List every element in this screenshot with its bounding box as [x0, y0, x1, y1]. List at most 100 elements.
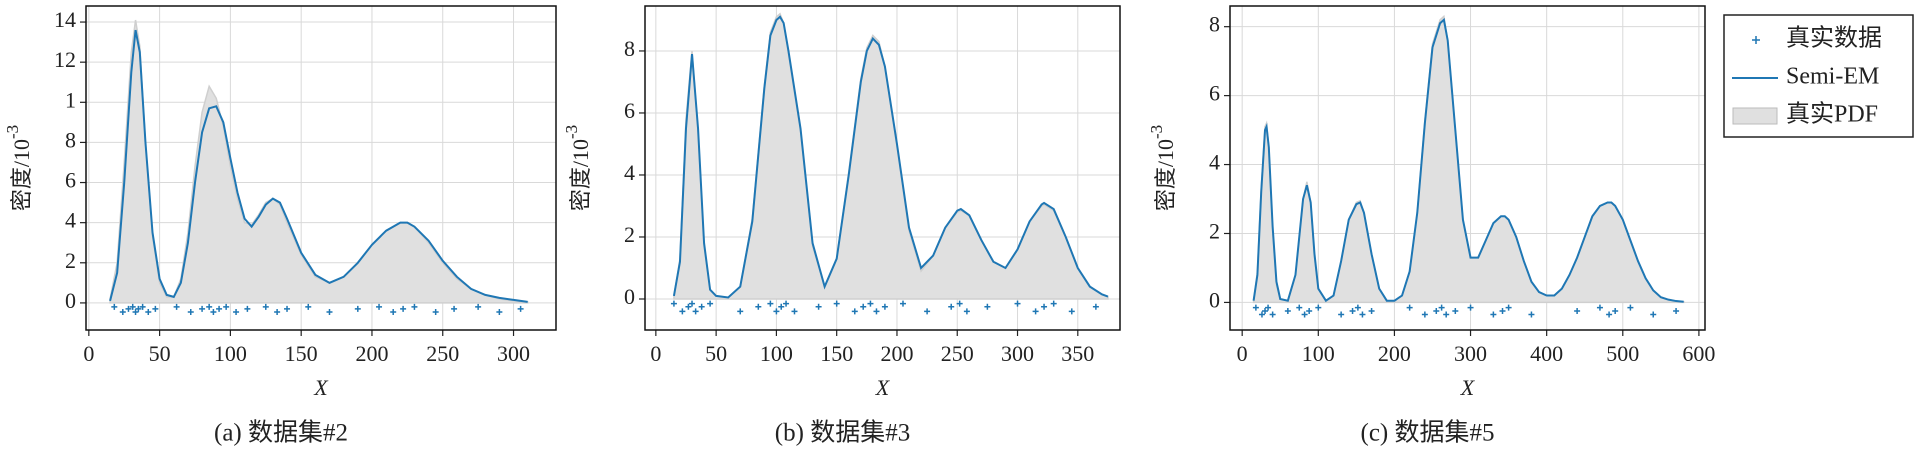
y-axis-label-exponent: -3 [1147, 125, 1166, 139]
panel: 0 2 4 6 8 0 50 100 150 200 250 300 350 X 密度/10-3 (b) 数据… [562, 5, 1121, 447]
data-point [783, 300, 790, 307]
y-tick-label: 8 [1209, 12, 1220, 37]
x-tick-label: 100 [214, 341, 247, 366]
legend-marker [1752, 36, 1760, 44]
data-point [187, 308, 194, 315]
data-point [244, 305, 251, 312]
x-tick-label: 250 [941, 341, 974, 366]
data-point [152, 305, 159, 312]
data-point [326, 308, 333, 315]
data-point [1032, 308, 1039, 315]
plot-frame [85, 5, 557, 331]
y-tick-label: 6 [65, 168, 76, 193]
data-point [125, 305, 132, 312]
data-point [173, 303, 180, 310]
data-point [1050, 300, 1057, 307]
y-tick-label: 1 [65, 87, 76, 112]
data-point [1406, 304, 1413, 311]
data-point [899, 300, 906, 307]
data-point [737, 308, 744, 315]
x-tick-label: 100 [760, 341, 793, 366]
data-point [139, 303, 146, 310]
y-tick-label: 6 [624, 98, 635, 123]
data-point [1433, 308, 1440, 315]
x-tick-label: 0 [83, 341, 94, 366]
y-tick-label: 4 [65, 208, 76, 233]
data-point [767, 300, 774, 307]
y-axis-label-text: 密度/10 [9, 139, 34, 211]
x-tick-label: 100 [1302, 341, 1335, 366]
x-tick-label: 0 [650, 341, 661, 366]
x-tick-label: 250 [426, 341, 459, 366]
data-point [1092, 303, 1099, 310]
y-axis-label-exponent: -3 [562, 125, 581, 139]
data-point [1041, 303, 1048, 310]
caption: (a) 数据集#2 [214, 419, 348, 447]
data-point [210, 308, 217, 315]
y-tick-label: 0 [65, 288, 76, 313]
y-axis-label: 密度/10-3 [3, 125, 34, 211]
data-point [1452, 308, 1459, 315]
data-point [1258, 311, 1265, 318]
data-point [496, 308, 503, 315]
data-point [1338, 311, 1345, 318]
data-point [1443, 311, 1450, 318]
data-point [451, 305, 458, 312]
semi-em-line [109, 29, 528, 303]
data-point [135, 305, 142, 312]
data-point [1296, 304, 1303, 311]
y-tick-label: 8 [65, 127, 76, 152]
data-point [924, 308, 931, 315]
data-point [1368, 308, 1375, 315]
y-tick-label: 0 [624, 284, 635, 309]
caption: (b) 数据集#3 [775, 419, 910, 447]
data-point [1284, 308, 1291, 315]
x-tick-label: 300 [1001, 341, 1034, 366]
data-point [390, 308, 397, 315]
x-tick-label: 0 [1237, 341, 1248, 366]
data-point [305, 303, 312, 310]
data-point [1354, 304, 1361, 311]
data-point [1574, 308, 1581, 315]
caption: (c) 数据集#5 [1361, 419, 1495, 447]
x-axis-label: X [1460, 375, 1476, 400]
x-tick-label: 200 [355, 341, 388, 366]
data-point [1269, 311, 1276, 318]
semi-em-line [672, 15, 1109, 299]
x-tick-label: 50 [149, 341, 171, 366]
y-tick-label: 4 [624, 160, 635, 185]
data-point [851, 308, 858, 315]
data-point [867, 300, 874, 307]
data-point [692, 308, 699, 315]
data-point [1528, 311, 1535, 318]
data-point [376, 303, 383, 310]
legend-label: Semi-EM [1786, 64, 1879, 90]
x-tick-label: 350 [1061, 341, 1094, 366]
y-tick-label: 2 [65, 248, 76, 273]
data-point [262, 303, 269, 310]
y-tick-label: 4 [1209, 150, 1220, 175]
data-point [1306, 308, 1313, 315]
data-point [963, 308, 970, 315]
data-point [881, 303, 888, 310]
data-point [1438, 304, 1445, 311]
data-point [132, 308, 139, 315]
data-point [984, 303, 991, 310]
data-point [199, 305, 206, 312]
data-point [1068, 308, 1075, 315]
data-point [948, 303, 955, 310]
data-point [274, 308, 281, 315]
data-point [119, 308, 126, 315]
data-point [432, 308, 439, 315]
data-point [1606, 311, 1613, 318]
data-point [216, 305, 223, 312]
data-point [1673, 308, 1680, 315]
x-tick-label: 50 [705, 341, 727, 366]
data-point [1262, 308, 1269, 315]
data-point [1467, 304, 1474, 311]
y-tick-label: 8 [624, 36, 635, 61]
data-point [129, 303, 136, 310]
x-tick-label: 300 [497, 341, 530, 366]
data-point [1265, 304, 1272, 311]
